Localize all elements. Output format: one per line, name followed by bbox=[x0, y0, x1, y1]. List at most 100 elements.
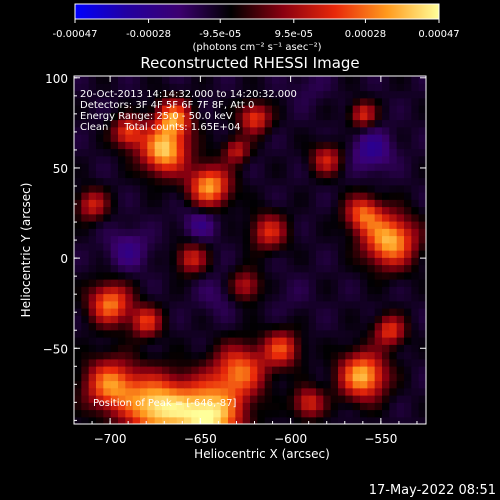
heatmap-cell bbox=[103, 76, 112, 84]
heatmap-cell bbox=[103, 351, 112, 360]
heatmap-cell bbox=[206, 416, 214, 424]
heatmap-cell bbox=[374, 322, 383, 331]
heatmap-cell bbox=[96, 83, 104, 92]
heatmap-cell bbox=[264, 286, 273, 295]
heatmap-cell bbox=[74, 119, 82, 128]
heatmap-cell bbox=[308, 409, 317, 418]
heatmap-cell bbox=[88, 206, 97, 215]
info-energy-range: Energy Range: 25.0 - 50.0 keV bbox=[80, 111, 233, 122]
heatmap-cell bbox=[279, 119, 288, 128]
heatmap-cell bbox=[235, 235, 244, 244]
heatmap-cell bbox=[323, 416, 332, 424]
heatmap-cell bbox=[411, 329, 420, 338]
heatmap-cell bbox=[213, 97, 222, 106]
heatmap-cell bbox=[176, 351, 185, 360]
heatmap-cell bbox=[308, 380, 317, 389]
heatmap-cell bbox=[206, 199, 214, 208]
heatmap-cell bbox=[184, 177, 192, 186]
heatmap-cell bbox=[88, 387, 97, 396]
heatmap-cell bbox=[242, 344, 251, 353]
heatmap-cell bbox=[257, 76, 266, 84]
heatmap-cell bbox=[396, 199, 405, 208]
heatmap-cell bbox=[323, 387, 332, 396]
heatmap-cell bbox=[125, 315, 134, 324]
heatmap-cell bbox=[88, 358, 97, 367]
heatmap-cell bbox=[242, 293, 251, 302]
heatmap-cell bbox=[418, 170, 426, 179]
heatmap-cell bbox=[345, 141, 354, 150]
heatmap-cell bbox=[132, 380, 141, 389]
heatmap-cell bbox=[316, 250, 324, 258]
heatmap-cell bbox=[382, 105, 390, 113]
heatmap-cell bbox=[169, 308, 178, 316]
heatmap-cell bbox=[184, 300, 192, 309]
heatmap-cell bbox=[352, 235, 361, 244]
heatmap-cell bbox=[382, 177, 390, 186]
heatmap-cell bbox=[411, 192, 420, 200]
heatmap-cell bbox=[162, 83, 170, 92]
heatmap-cell bbox=[213, 395, 222, 403]
heatmap-cell bbox=[389, 380, 398, 389]
heatmap-cell bbox=[206, 358, 214, 367]
heatmap-cell bbox=[198, 264, 207, 273]
heatmap-cell bbox=[396, 250, 405, 258]
heatmap-cell bbox=[279, 293, 288, 302]
heatmap-cell bbox=[360, 337, 368, 345]
heatmap-cell bbox=[294, 286, 302, 295]
heatmap-cell bbox=[191, 199, 200, 208]
heatmap-cell bbox=[264, 300, 273, 309]
heatmap-cell bbox=[228, 206, 236, 215]
heatmap-cell bbox=[411, 308, 420, 316]
heatmap-cell bbox=[264, 387, 273, 396]
heatmap-cell bbox=[323, 286, 332, 295]
heatmap-cell bbox=[272, 235, 280, 244]
heatmap-cell bbox=[250, 300, 258, 309]
heatmap-cell bbox=[176, 344, 185, 353]
heatmap-cell bbox=[162, 177, 170, 186]
heatmap-cell bbox=[352, 119, 361, 128]
heatmap-cell bbox=[235, 373, 244, 382]
heatmap-cell bbox=[411, 76, 420, 84]
heatmap-cell bbox=[316, 329, 324, 338]
heatmap-cell bbox=[140, 329, 148, 338]
heatmap-cell bbox=[169, 163, 178, 171]
heatmap-cell bbox=[389, 105, 398, 113]
heatmap-cell bbox=[286, 271, 295, 280]
heatmap-cell bbox=[374, 242, 383, 251]
heatmap-cell bbox=[389, 300, 398, 309]
heatmap-cell bbox=[374, 184, 383, 193]
heatmap-cell bbox=[374, 206, 383, 215]
heatmap-cell bbox=[294, 293, 302, 302]
heatmap-cell bbox=[316, 170, 324, 179]
heatmap-cell bbox=[272, 250, 280, 258]
heatmap-cell bbox=[88, 170, 97, 179]
heatmap-cell bbox=[352, 126, 361, 135]
heatmap-cell bbox=[316, 199, 324, 208]
heatmap-cell bbox=[81, 380, 90, 389]
heatmap-cell bbox=[264, 402, 273, 411]
heatmap-cell bbox=[140, 235, 148, 244]
heatmap-cell bbox=[257, 213, 266, 222]
heatmap-cell bbox=[96, 315, 104, 324]
heatmap-cell bbox=[338, 409, 346, 418]
heatmap-cell bbox=[74, 387, 82, 396]
heatmap-cell bbox=[316, 395, 324, 403]
heatmap-cell bbox=[323, 76, 332, 84]
heatmap-cell bbox=[411, 402, 420, 411]
heatmap-cell bbox=[264, 308, 273, 316]
heatmap-cell bbox=[162, 344, 170, 353]
heatmap-cell bbox=[330, 409, 339, 418]
heatmap-cell bbox=[198, 155, 207, 164]
heatmap-cell bbox=[74, 329, 82, 338]
heatmap-cell bbox=[140, 373, 148, 382]
heatmap-cell bbox=[162, 206, 170, 215]
heatmap-cell bbox=[279, 206, 288, 215]
heatmap-cell bbox=[404, 112, 412, 121]
heatmap-cell bbox=[220, 119, 229, 128]
heatmap-cell bbox=[316, 242, 324, 251]
heatmap-cell bbox=[140, 170, 148, 179]
heatmap-cell bbox=[330, 300, 339, 309]
heatmap-cell bbox=[264, 358, 273, 367]
heatmap-cell bbox=[374, 416, 383, 424]
heatmap-cell bbox=[374, 250, 383, 258]
